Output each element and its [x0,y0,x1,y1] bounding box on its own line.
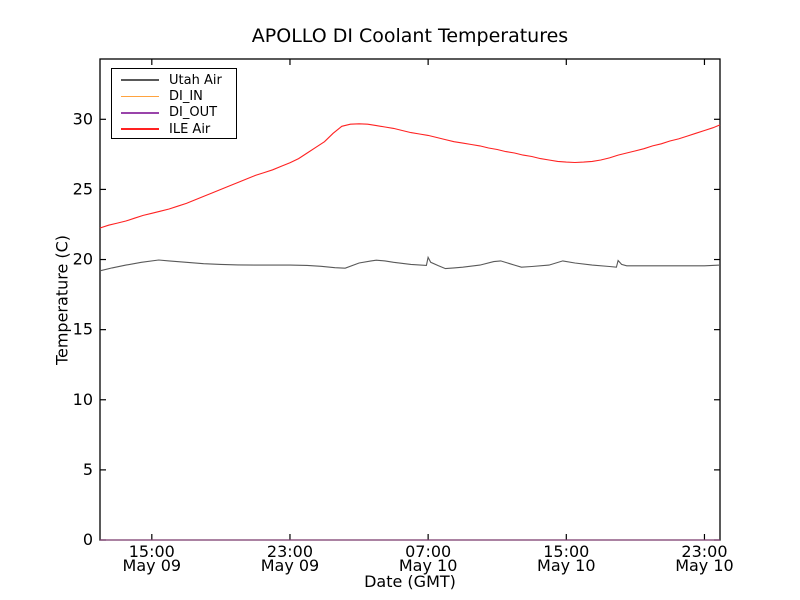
legend-label: ILE Air [169,121,211,137]
y-tick-label: 10 [73,390,93,409]
x-axis-label: Date (GMT) [364,572,456,591]
legend: Utah Air DI_IN DI_OUT ILE Air [111,68,237,139]
legend-label: DI_IN [169,88,203,104]
y-tick-label: 20 [73,250,93,269]
legend-line-swatch-di-out [121,111,159,114]
chart-title: APOLLO DI Coolant Temperatures [251,25,569,47]
x-tick-label-date: May 09 [123,556,182,575]
series-line-utah-air [99,255,721,272]
x-tick-label-date: May 09 [261,556,320,575]
y-tick-label: 15 [73,320,93,339]
y-tick-label: 30 [73,109,93,128]
x-tick-label-time: 15:00 [543,542,589,561]
x-tick-label-time: 15:00 [129,542,175,561]
legend-item-utah-air: Utah Air [112,72,236,88]
x-tick-label-time: 23:00 [267,542,313,561]
series-line-ile-air [99,123,721,229]
y-tick-label: 5 [83,460,93,479]
x-tick-label-date: May 10 [399,556,458,575]
legend-label: Utah Air [169,72,222,88]
legend-line-swatch-ile-air [121,128,159,130]
legend-item-di-in: DI_IN [112,88,236,104]
x-tick-label-time: 23:00 [681,542,727,561]
legend-item-ile-air: ILE Air [112,121,236,137]
y-tick-label: 25 [73,179,93,198]
x-tick-label-time: 07:00 [405,542,451,561]
legend-line-swatch-di-in [121,95,159,98]
legend-line-swatch-utah-air [121,79,159,81]
legend-label: DI_OUT [169,105,218,121]
x-tick-label-date: May 10 [537,556,596,575]
legend-item-di-out: DI_OUT [112,105,236,121]
x-tick-label-date: May 10 [675,556,734,575]
y-tick-label: 0 [83,530,93,549]
